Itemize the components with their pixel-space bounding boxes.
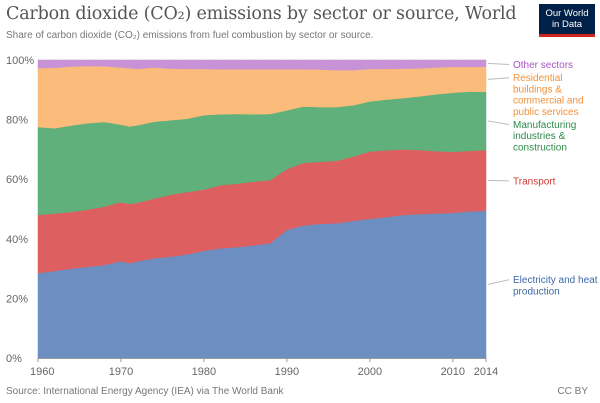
y-tick-label: 20% (6, 293, 28, 305)
y-tick-label: 60% (6, 174, 28, 186)
logo-line1: Our World (545, 8, 589, 19)
source-note[interactable]: Source: International Energy Agency (IEA… (6, 386, 284, 397)
owid-logo[interactable]: Our World in Data (539, 4, 595, 37)
legend-connector (487, 62, 510, 65)
x-tick-label: 2010 (441, 366, 465, 378)
x-tick-label: 1960 (30, 366, 54, 378)
area-series (37, 59, 487, 359)
legend: Other sectors Residential buildings & comme… (487, 60, 598, 297)
x-tick-label: 1990 (275, 366, 299, 378)
area-other-sectors (37, 59, 487, 71)
y-tick-label: 100% (6, 55, 34, 67)
license-note[interactable]: CC BY (557, 386, 588, 397)
chart-subtitle: Share of carbon dioxide (CO₂) emissions … (6, 30, 374, 41)
x-tick-label: 2000 (358, 366, 382, 378)
legend-label-transport: Transport (513, 176, 556, 187)
legend-label-residential-buildings-commercial-and-public-services: Residential buildings & commercial and publ… (513, 73, 584, 118)
logo-line2: in Data (551, 19, 583, 30)
legend-connector (487, 120, 510, 125)
legend-label-manufacturing-industries-construction: Manufacturing industries & construction (513, 120, 576, 153)
y-axis: 0% 20% 40% 60% 80% 100% (6, 55, 34, 365)
logo-accent-bar (539, 34, 595, 37)
x-axis: 1960 1970 1980 1990 2000 2010 2014 (30, 358, 498, 378)
x-tick-label: 1970 (109, 366, 133, 378)
x-tick-label: 2014 (474, 366, 498, 378)
legend-connector (487, 179, 510, 182)
legend-label-electricity-and-heat-production: Electricity and heat production (513, 275, 598, 297)
y-tick-label: 0% (6, 353, 22, 365)
y-tick-label: 40% (6, 234, 28, 246)
chart-title: Carbon dioxide (CO₂) emissions by sector… (6, 4, 517, 24)
x-tick-label: 1980 (192, 366, 216, 378)
legend-connector (487, 77, 510, 80)
y-tick-label: 80% (6, 115, 28, 127)
legend-label-other-sectors: Other sectors (513, 60, 573, 71)
legend-connector (487, 279, 510, 285)
